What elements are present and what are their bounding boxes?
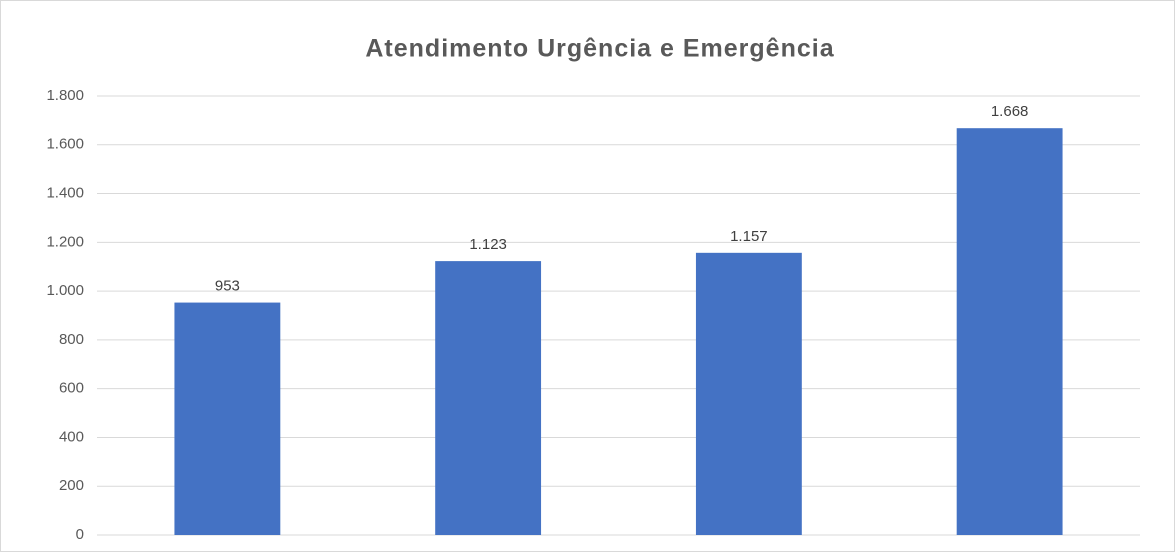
data-label: 1.668 — [991, 103, 1029, 120]
y-tick-label: 1.000 — [46, 282, 84, 299]
data-label: 953 — [215, 278, 240, 295]
data-label: 1.157 — [730, 228, 768, 245]
y-tick-label: 600 — [59, 380, 84, 397]
y-tick-label: 1.800 — [46, 87, 84, 104]
data-label: 1.123 — [469, 236, 507, 253]
y-tick-label: 0 — [76, 526, 84, 543]
bar — [695, 252, 802, 535]
y-tick-label: 400 — [59, 428, 84, 445]
y-tick-label: 1.400 — [46, 185, 84, 202]
bar — [956, 128, 1063, 535]
y-tick-label: 1.200 — [46, 233, 84, 250]
y-tick-label: 1.600 — [46, 136, 84, 153]
y-tick-label: 200 — [59, 477, 84, 494]
y-tick-label: 800 — [59, 331, 84, 348]
bar — [174, 302, 281, 535]
bar — [435, 261, 542, 535]
chart-title: Atendimento Urgência e Emergência — [365, 35, 834, 63]
